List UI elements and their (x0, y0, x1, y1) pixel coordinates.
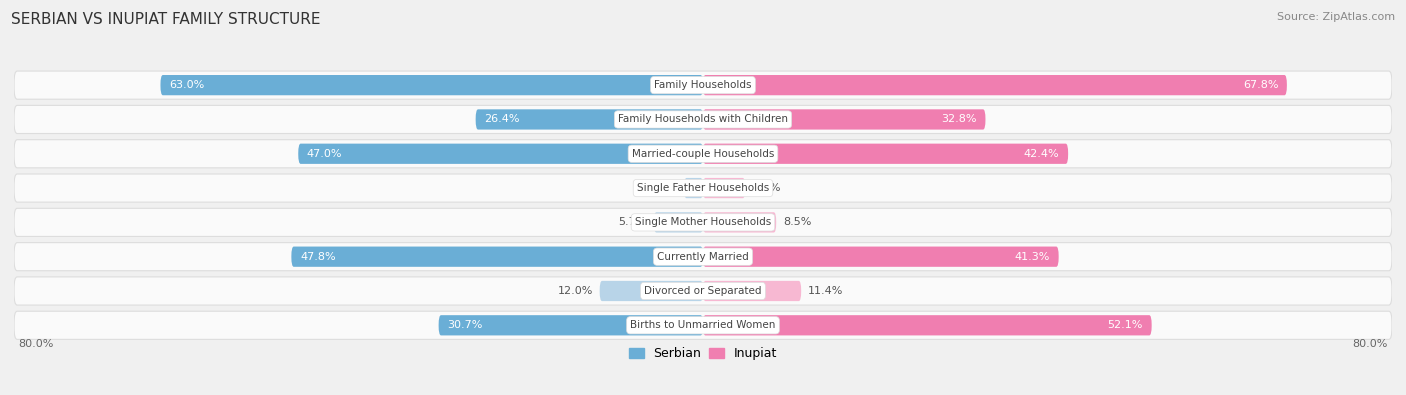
FancyBboxPatch shape (654, 212, 703, 233)
FancyBboxPatch shape (291, 246, 703, 267)
Text: 11.4%: 11.4% (808, 286, 844, 296)
Text: SERBIAN VS INUPIAT FAMILY STRUCTURE: SERBIAN VS INUPIAT FAMILY STRUCTURE (11, 12, 321, 27)
Text: 80.0%: 80.0% (1353, 339, 1388, 349)
FancyBboxPatch shape (703, 246, 1059, 267)
FancyBboxPatch shape (703, 109, 986, 130)
FancyBboxPatch shape (14, 140, 1392, 168)
Text: Source: ZipAtlas.com: Source: ZipAtlas.com (1277, 12, 1395, 22)
Text: Divorced or Separated: Divorced or Separated (644, 286, 762, 296)
Text: Family Households: Family Households (654, 80, 752, 90)
Text: 8.5%: 8.5% (783, 217, 811, 228)
FancyBboxPatch shape (14, 71, 1392, 99)
FancyBboxPatch shape (703, 178, 745, 198)
Text: 47.8%: 47.8% (299, 252, 336, 261)
Legend: Serbian, Inupiat: Serbian, Inupiat (624, 342, 782, 365)
Text: 80.0%: 80.0% (18, 339, 53, 349)
FancyBboxPatch shape (14, 105, 1392, 134)
FancyBboxPatch shape (14, 311, 1392, 339)
FancyBboxPatch shape (14, 208, 1392, 237)
FancyBboxPatch shape (298, 144, 703, 164)
Text: 30.7%: 30.7% (447, 320, 482, 330)
Text: 47.0%: 47.0% (307, 149, 342, 159)
Text: 32.8%: 32.8% (942, 115, 977, 124)
Text: Currently Married: Currently Married (657, 252, 749, 261)
FancyBboxPatch shape (475, 109, 703, 130)
Text: 5.7%: 5.7% (619, 217, 647, 228)
Text: 41.3%: 41.3% (1015, 252, 1050, 261)
FancyBboxPatch shape (439, 315, 703, 335)
Text: Single Mother Households: Single Mother Households (636, 217, 770, 228)
FancyBboxPatch shape (599, 281, 703, 301)
Text: 63.0%: 63.0% (169, 80, 204, 90)
Text: Births to Unmarried Women: Births to Unmarried Women (630, 320, 776, 330)
FancyBboxPatch shape (703, 75, 1286, 95)
Text: 67.8%: 67.8% (1243, 80, 1278, 90)
Text: 2.2%: 2.2% (648, 183, 678, 193)
Text: 12.0%: 12.0% (557, 286, 593, 296)
FancyBboxPatch shape (703, 281, 801, 301)
FancyBboxPatch shape (703, 144, 1069, 164)
FancyBboxPatch shape (703, 315, 1152, 335)
FancyBboxPatch shape (703, 212, 776, 233)
Text: Married-couple Households: Married-couple Households (631, 149, 775, 159)
Text: Family Households with Children: Family Households with Children (619, 115, 787, 124)
FancyBboxPatch shape (685, 178, 703, 198)
FancyBboxPatch shape (14, 277, 1392, 305)
FancyBboxPatch shape (14, 243, 1392, 271)
Text: 26.4%: 26.4% (484, 115, 520, 124)
Text: Single Father Households: Single Father Households (637, 183, 769, 193)
FancyBboxPatch shape (160, 75, 703, 95)
Text: 52.1%: 52.1% (1108, 320, 1143, 330)
FancyBboxPatch shape (14, 174, 1392, 202)
Text: 4.9%: 4.9% (752, 183, 780, 193)
Text: 42.4%: 42.4% (1024, 149, 1060, 159)
